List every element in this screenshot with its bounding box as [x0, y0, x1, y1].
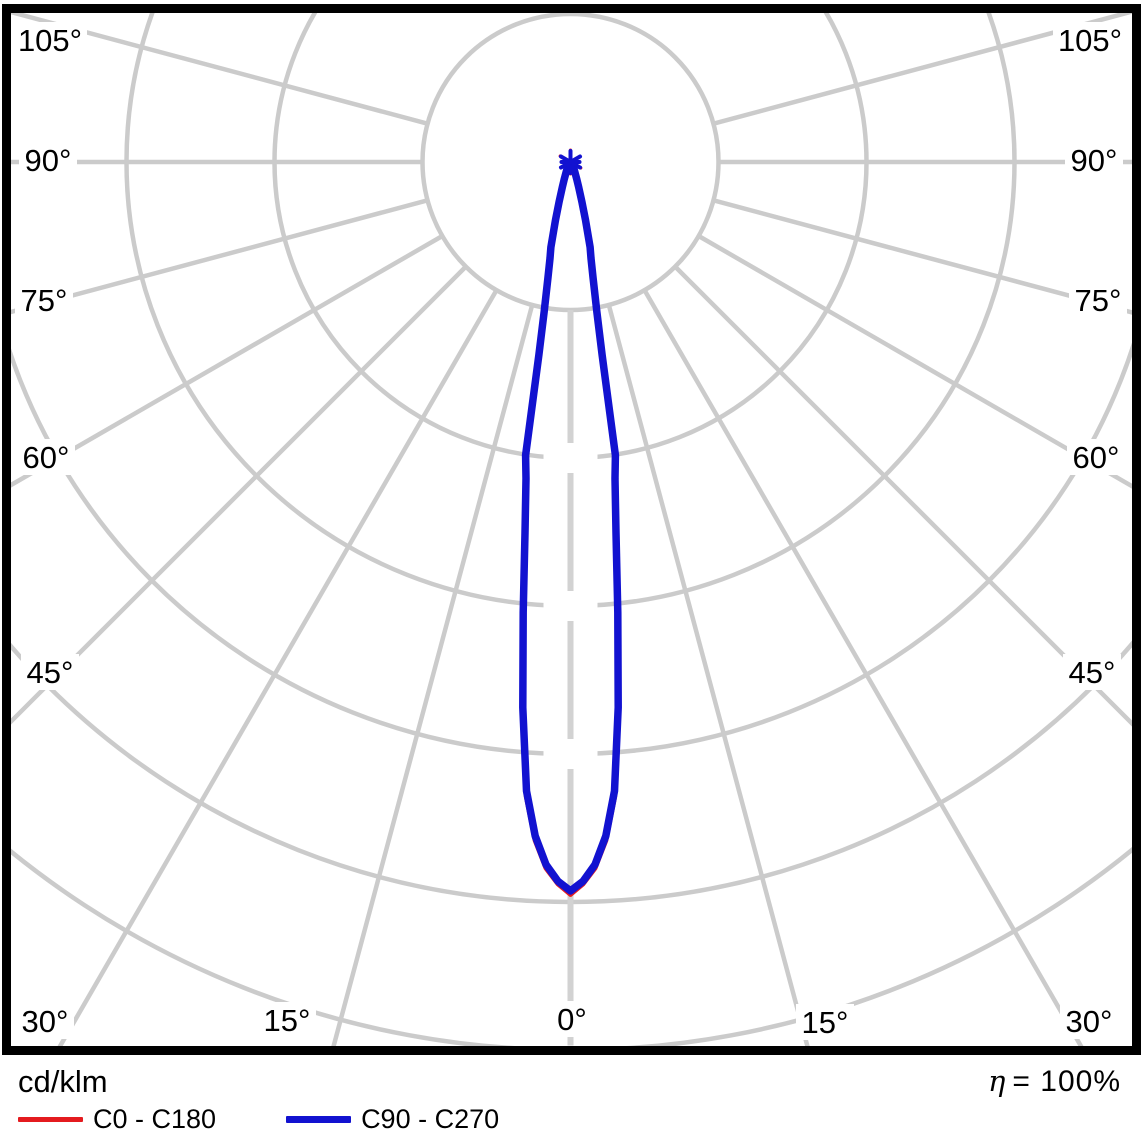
grid-spoke	[712, 198, 1132, 315]
legend: C0 - C180 C90 - C270	[18, 1104, 499, 1135]
angle-label-box	[17, 439, 75, 475]
angle-label-box	[13, 22, 87, 58]
grid-spoke	[606, 304, 810, 1046]
angle-label: 105°	[1058, 23, 1122, 58]
angle-label: 45°	[1069, 655, 1116, 690]
angle-label: 90°	[1071, 143, 1118, 178]
angle-label-box	[15, 282, 73, 318]
angle-label-box	[21, 654, 79, 690]
grid-spoke	[331, 304, 535, 1046]
angle-label-box	[1069, 282, 1127, 318]
angle-label: 60°	[23, 440, 70, 475]
eta-symbol: η	[988, 1064, 1007, 1098]
angle-label-box	[16, 1003, 74, 1039]
angle-label-box	[1053, 22, 1127, 58]
grid-spoke	[11, 13, 429, 126]
plot-border	[2, 4, 1141, 1055]
grid-spoke	[712, 13, 1132, 126]
curve-c90-c270	[519, 158, 622, 895]
angle-label-box	[551, 1001, 593, 1037]
ring-value-label-box	[543, 443, 598, 473]
legend-swatch-blue-line	[286, 1116, 352, 1123]
angle-label-box	[1067, 439, 1125, 475]
light-output-ratio: η = 100%	[988, 1064, 1121, 1099]
angle-label: 75°	[21, 283, 68, 318]
legend-label-c0: C0 - C180	[93, 1104, 217, 1134]
peak-marker-star	[558, 148, 583, 176]
grid-spoke	[57, 289, 499, 1046]
angle-label: 30°	[22, 1004, 69, 1039]
legend-swatch-red-line	[18, 1117, 83, 1122]
angle-label: 30°	[1066, 1004, 1113, 1039]
angle-label-box	[1063, 654, 1121, 690]
angle-label-box	[1060, 1003, 1118, 1039]
angle-label: 15°	[264, 1003, 311, 1038]
chart-footer: cd/klm C0 - C180 C90 - C270 η = 100%	[0, 1056, 1143, 1143]
ring-value-label-box	[543, 591, 598, 621]
units-label: cd/klm	[18, 1064, 108, 1099]
grid-spoke	[11, 198, 429, 315]
angle-labels: 105° 90° 75° 60° 45° 30° 105° 90° 75° 60° 45° 30° 15…	[13, 22, 1127, 1040]
angle-label-box	[796, 1004, 854, 1040]
grid-spoke	[11, 234, 444, 488]
angle-label: 75°	[1075, 283, 1122, 318]
angle-label: 45°	[27, 655, 74, 690]
ring-value-label-box	[543, 739, 598, 769]
angle-label: 0°	[557, 1002, 587, 1037]
polar-chart-frame: 105° 90° 75° 60° 45° 30° 105° 90° 75° 60° 45° 30° 15…	[2, 4, 1141, 1055]
eta-value: = 100%	[1012, 1065, 1121, 1098]
legend-item-c0: C0 - C180	[18, 1104, 216, 1135]
plot-area	[11, 13, 1132, 1046]
angle-label: 60°	[1073, 440, 1120, 475]
angle-label-box	[258, 1002, 316, 1038]
legend-item-c90: C90 - C270	[286, 1104, 499, 1135]
angle-label: 105°	[18, 23, 82, 58]
polar-plot: 105° 90° 75° 60° 45° 30° 105° 90° 75° 60° 45° 30° 15…	[2, 4, 1141, 1055]
angle-label-box	[19, 142, 77, 178]
grid-spoke	[697, 234, 1132, 489]
grid-spoke	[642, 289, 1084, 1046]
grid-spoke	[673, 265, 1132, 727]
angle-label-box	[1065, 142, 1123, 178]
angle-label: 15°	[802, 1005, 849, 1040]
grid-spoke	[11, 265, 468, 725]
angle-label: 90°	[25, 143, 72, 178]
legend-label-c90: C90 - C270	[361, 1104, 500, 1134]
